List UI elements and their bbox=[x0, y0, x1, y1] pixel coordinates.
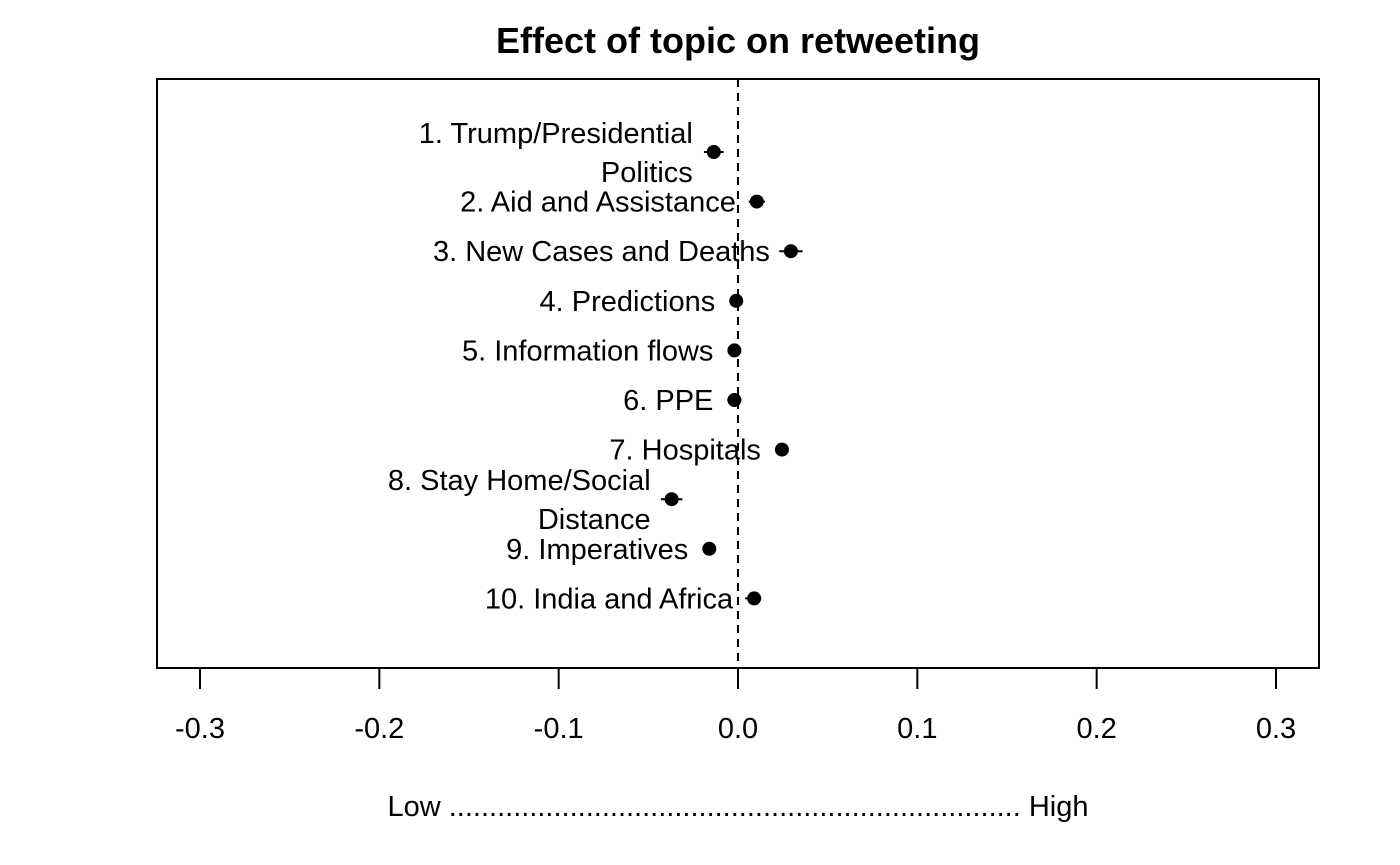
topic-row: 9. Imperatives bbox=[506, 534, 717, 566]
point-estimate bbox=[747, 591, 762, 606]
topic-row: 2. Aid and Assistance bbox=[460, 187, 765, 219]
topic-label: 9. Imperatives bbox=[506, 534, 688, 566]
topic-label: 8. Stay Home/Social bbox=[388, 465, 651, 497]
topic-label: 2. Aid and Assistance bbox=[460, 187, 736, 219]
topic-row: 8. Stay Home/Social Distance bbox=[388, 465, 683, 536]
topic-row: 5. Information flows bbox=[462, 335, 742, 367]
topic-row: 7. Hospitals bbox=[609, 435, 789, 467]
topic-label: Distance bbox=[538, 504, 651, 536]
topic-label: 7. Hospitals bbox=[609, 435, 761, 467]
topic-label: 3. New Cases and Deaths bbox=[433, 236, 770, 268]
point-estimate bbox=[774, 442, 789, 457]
topic-row: 1. Trump/Presidential Politics bbox=[419, 118, 724, 189]
point-estimate bbox=[727, 393, 742, 407]
topic-label: 4. Predictions bbox=[540, 286, 716, 318]
topic-row: 4. Predictions bbox=[540, 286, 744, 318]
topic-row: 6. PPE bbox=[623, 385, 742, 417]
topic-row: 10. India and Africa bbox=[485, 583, 762, 615]
point-estimate bbox=[729, 293, 744, 308]
x-tick-label: 0.1 bbox=[897, 713, 937, 745]
topic-label: 5. Information flows bbox=[462, 335, 713, 367]
topic-label: 10. India and Africa bbox=[485, 583, 734, 615]
chart-title: Effect of topic on retweeting bbox=[496, 20, 980, 61]
x-tick-label: 0.3 bbox=[1256, 713, 1296, 745]
x-tick-label: -0.2 bbox=[354, 713, 404, 745]
point-estimate bbox=[749, 194, 764, 209]
x-axis-caption: Low ....................................… bbox=[387, 791, 1088, 823]
x-tick-label: 0.0 bbox=[718, 713, 758, 745]
point-estimate bbox=[783, 244, 798, 259]
point-estimate bbox=[727, 343, 742, 358]
x-tick-label: -0.3 bbox=[175, 713, 225, 745]
topic-label: 6. PPE bbox=[623, 385, 713, 417]
point-estimate bbox=[664, 492, 679, 507]
topic-label: 1. Trump/Presidential bbox=[419, 118, 693, 150]
x-tick-label: 0.2 bbox=[1077, 713, 1117, 745]
x-axis: -0.3 -0.2 -0.1 0.0 0.1 0.2 0.3 bbox=[175, 667, 1296, 745]
x-tick-label: -0.1 bbox=[534, 713, 584, 745]
point-estimate bbox=[706, 145, 721, 159]
point-estimate bbox=[702, 541, 717, 556]
topic-label: Politics bbox=[601, 157, 693, 189]
topic-row: 3. New Cases and Deaths bbox=[433, 236, 803, 268]
